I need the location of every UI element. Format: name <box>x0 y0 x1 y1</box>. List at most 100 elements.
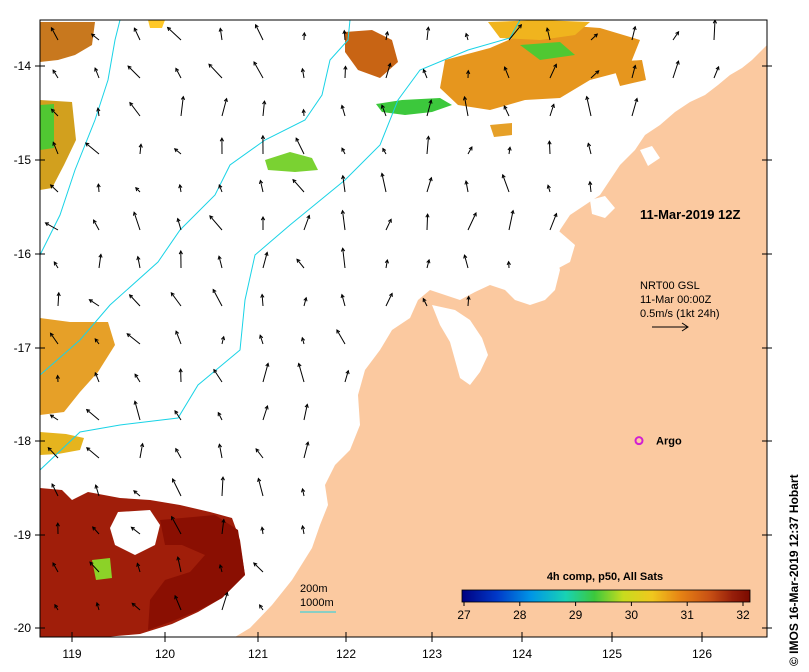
current-arrow <box>175 68 182 79</box>
sst-cool-green-3 <box>40 104 54 150</box>
current-arrow-head <box>343 65 348 70</box>
bathymetry-contours <box>40 20 521 471</box>
current-arrow-head <box>254 23 259 29</box>
lon-tick-label: 119 <box>62 647 81 661</box>
current-arrow <box>341 147 346 155</box>
current-arrow <box>342 248 346 269</box>
current-arrow <box>590 70 600 79</box>
current-arrow-head <box>262 100 267 105</box>
current-arrow-head <box>258 179 264 185</box>
current-arrow <box>381 105 387 117</box>
sst-patch-north-d <box>612 60 646 86</box>
current-arrow <box>212 289 223 307</box>
current-arrow-head <box>217 255 222 260</box>
current-arrow-head <box>94 338 99 343</box>
current-arrow-head <box>56 291 61 297</box>
current-arrow-head <box>93 219 97 224</box>
current-arrow-head <box>178 368 183 373</box>
current-arrow-head <box>426 258 431 264</box>
contour-200m <box>40 20 521 471</box>
current-arrow <box>385 31 388 41</box>
current-arrow-head <box>213 368 218 374</box>
colorbar-tick-label: 30 <box>625 608 639 622</box>
current-arrow-head <box>54 603 59 609</box>
current-arrow <box>590 33 598 41</box>
current-arrow-head <box>259 334 264 339</box>
current-arrow <box>261 294 264 307</box>
current-arrow <box>385 259 388 269</box>
current-arrow <box>385 293 393 307</box>
current-arrow <box>467 212 477 231</box>
current-arrow <box>631 98 638 117</box>
lat-tick: -15 <box>14 153 772 167</box>
lon-tick: 125 <box>602 632 622 661</box>
current-arrow-head <box>546 184 551 189</box>
current-arrow-head <box>503 66 508 71</box>
current-arrow-head <box>466 69 471 75</box>
current-arrow <box>423 69 428 79</box>
current-arrow <box>255 448 264 459</box>
current-arrow-head <box>220 335 226 341</box>
current-arrow-head <box>340 293 345 299</box>
current-arrow <box>301 68 305 79</box>
lat-tick: -17 <box>14 341 772 355</box>
current-arrow-head <box>593 33 599 38</box>
current-arrow-head <box>341 147 346 152</box>
current-arrow <box>221 98 228 117</box>
current-arrow-head <box>96 107 101 112</box>
current-arrow-head <box>50 26 55 32</box>
current-arrow-head <box>300 67 305 73</box>
current-arrow-head <box>468 146 473 151</box>
current-arrow-head <box>140 442 145 448</box>
current-arrow-head <box>428 99 433 104</box>
current-arrow <box>385 219 392 231</box>
lon-tick: 121 <box>248 632 268 661</box>
current-arrow <box>426 136 429 155</box>
current-arrow <box>209 215 223 231</box>
current-arrow-head <box>301 487 306 493</box>
current-arrow-head <box>178 183 183 189</box>
lat-tick: -18 <box>14 434 772 448</box>
current-arrow <box>180 96 184 117</box>
current-arrow <box>508 24 522 41</box>
current-arrow-head <box>341 174 346 180</box>
current-arrow-head <box>174 594 179 600</box>
current-arrow-head <box>259 604 263 609</box>
current-arrow <box>94 67 100 79</box>
current-arrow <box>51 483 59 497</box>
lon-tick-label: 123 <box>422 647 442 661</box>
coastal-islands <box>540 146 660 270</box>
current-arrow-head <box>292 178 297 184</box>
current-arrow <box>301 337 305 345</box>
current-arrow <box>549 104 555 117</box>
current-arrow <box>92 526 100 535</box>
current-arrow <box>177 218 182 231</box>
current-arrow-head <box>264 251 269 257</box>
current-arrow-head <box>217 443 222 448</box>
colorbar-title: 4h comp, p50, All Sats <box>547 571 663 583</box>
current-arrow <box>134 373 141 383</box>
current-arrow-head <box>218 563 223 569</box>
current-arrow-head <box>426 135 431 140</box>
current-arrow-head <box>50 108 55 113</box>
current-arrow <box>587 143 592 155</box>
current-arrow-head <box>384 30 390 36</box>
current-arrow <box>713 20 716 41</box>
current-arrow-head <box>547 140 552 145</box>
current-arrow <box>133 490 141 497</box>
lon-tick: 123 <box>422 632 442 661</box>
argo-marker: Argo <box>634 436 682 448</box>
current-arrow-head <box>96 183 101 188</box>
current-arrow <box>261 527 264 535</box>
sst-cool-green-1 <box>376 98 452 115</box>
current-arrow <box>221 519 225 535</box>
current-arrow-head <box>301 108 306 114</box>
current-arrow-head <box>128 294 134 299</box>
current-arrow <box>221 477 224 497</box>
current-arrow-head <box>260 526 265 531</box>
colorbar-tick-label: 29 <box>569 608 583 622</box>
current-arrow-head <box>178 249 183 255</box>
current-arrow <box>221 592 228 611</box>
current-arrow-head <box>257 477 262 483</box>
